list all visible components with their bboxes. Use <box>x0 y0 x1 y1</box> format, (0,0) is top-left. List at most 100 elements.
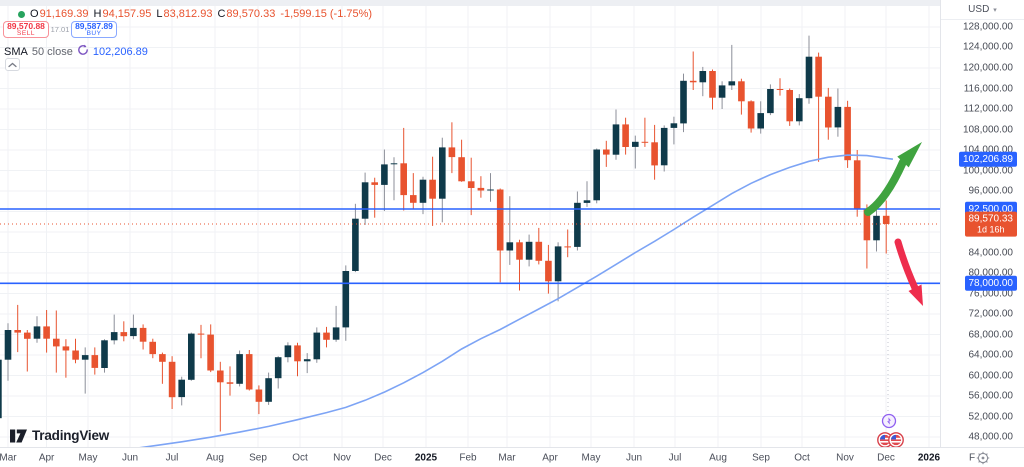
candle <box>574 202 581 247</box>
candle <box>284 345 292 358</box>
currency-selector[interactable]: USD ▾ <box>941 0 1024 20</box>
candle <box>448 147 456 158</box>
candle <box>120 332 128 337</box>
price-tick-label: 72,000.00 <box>968 308 1014 320</box>
candlestick-series <box>0 35 890 432</box>
chevron-up-icon <box>8 62 17 67</box>
candle <box>554 246 562 282</box>
candle <box>53 338 60 347</box>
time-tick-label: 2025 <box>414 452 438 463</box>
candle <box>265 378 272 402</box>
candle <box>236 354 243 384</box>
candle <box>352 218 359 271</box>
candle <box>178 379 185 398</box>
candle <box>255 389 263 402</box>
time-tick-label: Feb <box>459 452 477 463</box>
tradingview-logo[interactable]: TradingView <box>10 427 109 443</box>
time-tick-label: Jun <box>121 452 139 463</box>
candle <box>747 101 755 129</box>
candle <box>825 96 832 128</box>
candle <box>168 361 176 398</box>
price-axis[interactable]: USD ▾ 128,000.00 124,000.00 120,000.00 116,… <box>940 0 1024 447</box>
price-tick-label: 76,000.00 <box>968 288 1014 300</box>
crypto-event-icon[interactable] <box>881 413 897 429</box>
bar-countdown: 1d 16h <box>976 224 1005 235</box>
candle <box>410 195 417 203</box>
buy-button[interactable]: 89,587.89 BUY <box>71 21 117 38</box>
time-tick-label: Oct <box>292 452 308 463</box>
time-tick-label: Jul <box>165 452 179 463</box>
high-value: 94,157.95 <box>102 8 152 20</box>
candle <box>439 147 446 199</box>
indicator-sync-icon <box>77 44 89 59</box>
candle <box>0 359 2 419</box>
price-tick-label: 84,000.00 <box>968 247 1014 259</box>
candle <box>14 330 21 333</box>
us-flag-event-icon[interactable] <box>888 432 904 447</box>
currency-label: USD <box>968 4 990 15</box>
time-tick-label: Mar <box>498 452 516 463</box>
candle <box>689 80 697 83</box>
candle <box>525 241 533 260</box>
sma-50-line[interactable] <box>124 154 894 447</box>
candle <box>361 182 369 219</box>
level-price-badge[interactable]: 78,000.00 <box>964 276 1017 291</box>
candle <box>429 179 436 199</box>
candle <box>767 89 774 114</box>
top-edge-strip <box>0 0 1024 6</box>
candle <box>834 106 842 128</box>
candle <box>72 350 79 360</box>
trend-arrow-down[interactable] <box>894 238 923 306</box>
candle <box>43 326 50 339</box>
sell-label: SELL <box>17 30 35 37</box>
candle <box>188 333 195 380</box>
indicator-name: SMA <box>4 45 28 58</box>
indicator-params: 50 close <box>31 45 73 58</box>
market-status-dot <box>18 10 25 18</box>
current-price-badge: 89,570.33 1d 16h <box>964 211 1017 237</box>
time-tick-label: Nov <box>836 452 854 463</box>
sell-button[interactable]: 89,570.88 SELL <box>3 21 49 38</box>
price-tick-label: 60,000.00 <box>968 370 1014 382</box>
time-tick-label: Dec <box>374 452 392 463</box>
candle <box>728 81 736 86</box>
chevron-down-icon: ▾ <box>993 6 997 14</box>
tradingview-logo-icon <box>10 429 27 443</box>
price-tick-label: 64,000.00 <box>968 349 1014 361</box>
candle <box>419 179 427 203</box>
candle <box>805 56 813 99</box>
candle <box>245 354 253 390</box>
candle <box>641 141 649 143</box>
price-tick-label: 112,000.00 <box>963 103 1013 115</box>
price-tick-label: 108,000.00 <box>962 124 1013 135</box>
candle <box>294 345 301 362</box>
chart-canvas[interactable] <box>0 0 940 447</box>
trend-arrow-up[interactable] <box>864 142 922 216</box>
time-axis[interactable]: Mar Apr May Jun Jul Aug Sep Oct Nov Dec 2025 Feb Mar… <box>0 447 1024 467</box>
price-tick-label: 116,000.00 <box>963 83 1013 94</box>
time-tick-label: May <box>78 452 98 463</box>
time-tick-label: Sep <box>249 452 267 463</box>
candle <box>81 355 89 360</box>
indicator-legend-row[interactable]: SMA 50 close 102,206.89 <box>4 44 148 59</box>
candle <box>632 141 639 147</box>
legend-collapse-button[interactable] <box>5 58 20 71</box>
price-tick-label: 100,000.00 <box>962 165 1013 176</box>
high-letter: H <box>93 8 102 20</box>
us-flag-event-icon[interactable] <box>877 432 893 447</box>
candle <box>535 241 543 261</box>
tradingview-logo-text: TradingView <box>32 427 110 443</box>
candle <box>159 354 166 362</box>
candle <box>796 98 803 122</box>
low-letter: L <box>156 8 163 20</box>
candle <box>487 189 494 191</box>
indicator-value: 102,206.89 <box>92 45 148 58</box>
candle <box>274 357 282 379</box>
sma-value-badge: 102,206.89 <box>958 151 1017 167</box>
candle <box>390 163 398 165</box>
axis-settings-gear-icon[interactable] <box>976 451 990 465</box>
candle <box>62 346 70 351</box>
price-tick-label: 124,000.00 <box>962 41 1013 53</box>
sell-price: 89,570.88 <box>7 20 45 31</box>
